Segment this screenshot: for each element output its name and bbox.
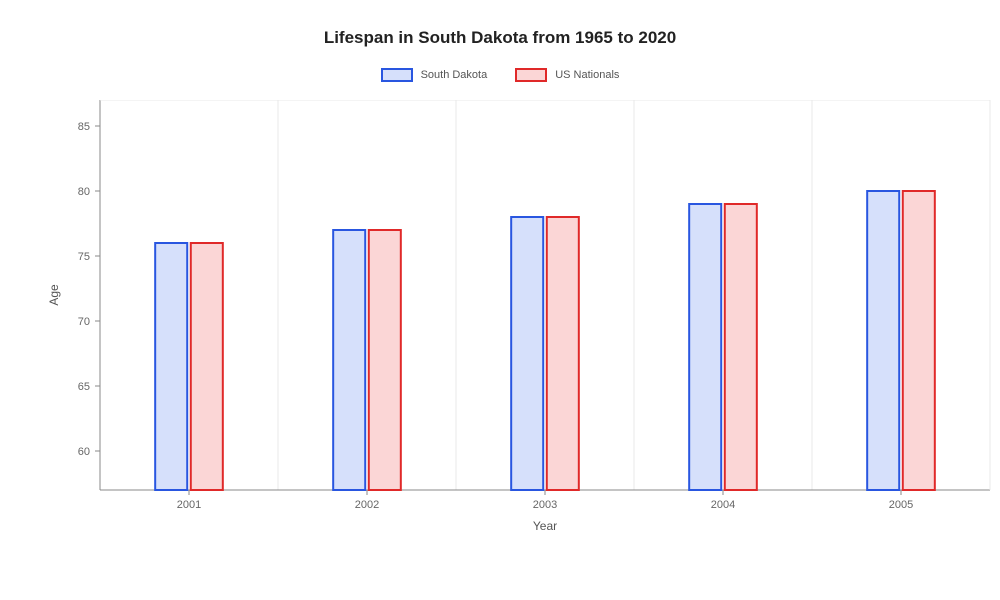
chart-container: Lifespan in South Dakota from 1965 to 20… [0,0,1000,600]
x-tick-label: 2002 [355,499,379,511]
y-tick-label: 75 [78,251,90,263]
bar-us-nationals [725,204,757,490]
bar-us-nationals [369,230,401,490]
bar-us-nationals [547,217,579,490]
x-tick-label: 2004 [711,499,735,511]
x-tick-label: 2001 [177,499,201,511]
bar-south-dakota [689,204,721,490]
legend-swatch-0 [381,68,413,82]
x-tick-label: 2005 [889,499,913,511]
legend-item-south-dakota: South Dakota [381,68,488,82]
y-tick-label: 80 [78,186,90,198]
bar-us-nationals [191,243,223,490]
plot-area: 60 65 70 75 80 85 Age 2001 2002 2003 2004 2005 Year [30,100,970,540]
bar-south-dakota [511,217,543,490]
bar-us-nationals [903,191,935,490]
legend-swatch-1 [515,68,547,82]
bar-south-dakota [333,230,365,490]
y-axis-label: Age [47,284,61,306]
y-tick-label: 85 [78,121,90,133]
bar-south-dakota [155,243,187,490]
legend-item-us-nationals: US Nationals [515,68,619,82]
x-axis-label: Year [533,519,557,533]
bar-south-dakota [867,191,899,490]
legend: South Dakota US Nationals [30,68,970,82]
legend-label-1: US Nationals [555,69,619,81]
legend-label-0: South Dakota [421,69,488,81]
y-tick-label: 60 [78,446,90,458]
chart-title: Lifespan in South Dakota from 1965 to 20… [30,28,970,48]
x-tick-label: 2003 [533,499,557,511]
chart-svg: 60 65 70 75 80 85 Age 2001 2002 2003 2004 2005 Year [30,100,1000,540]
y-tick-label: 65 [78,381,90,393]
y-tick-label: 70 [78,316,90,328]
